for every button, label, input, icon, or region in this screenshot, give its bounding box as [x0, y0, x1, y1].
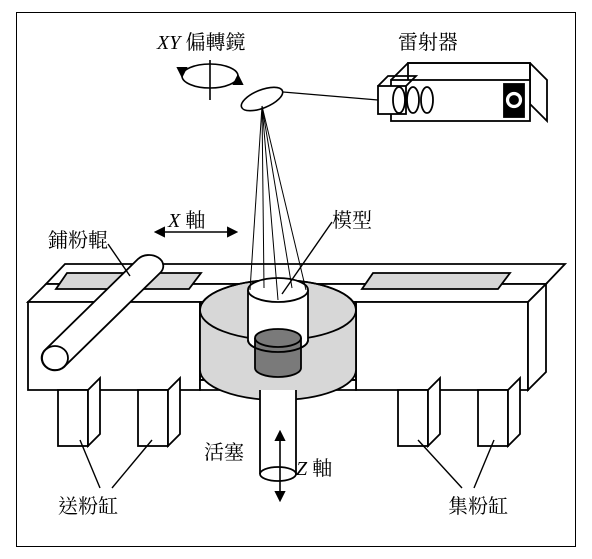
laser-device	[378, 63, 547, 121]
label-feed: 送粉缸	[58, 490, 118, 519]
beam-from-laser	[283, 92, 378, 100]
build-table	[28, 264, 565, 400]
label-piston: 活塞	[204, 436, 244, 465]
label-collect: 集粉缸	[448, 490, 508, 519]
xy-mirror	[182, 60, 286, 116]
label-x-axis: X 軸	[168, 204, 205, 233]
label-laser: 雷射器	[398, 26, 458, 55]
label-z-axis: Z 軸	[296, 452, 332, 481]
label-roller: 鋪粉輥	[48, 224, 108, 253]
label-model: 模型	[332, 204, 372, 233]
piston	[260, 390, 296, 481]
label-xy-mirror: XY 偏轉鏡	[157, 26, 245, 55]
